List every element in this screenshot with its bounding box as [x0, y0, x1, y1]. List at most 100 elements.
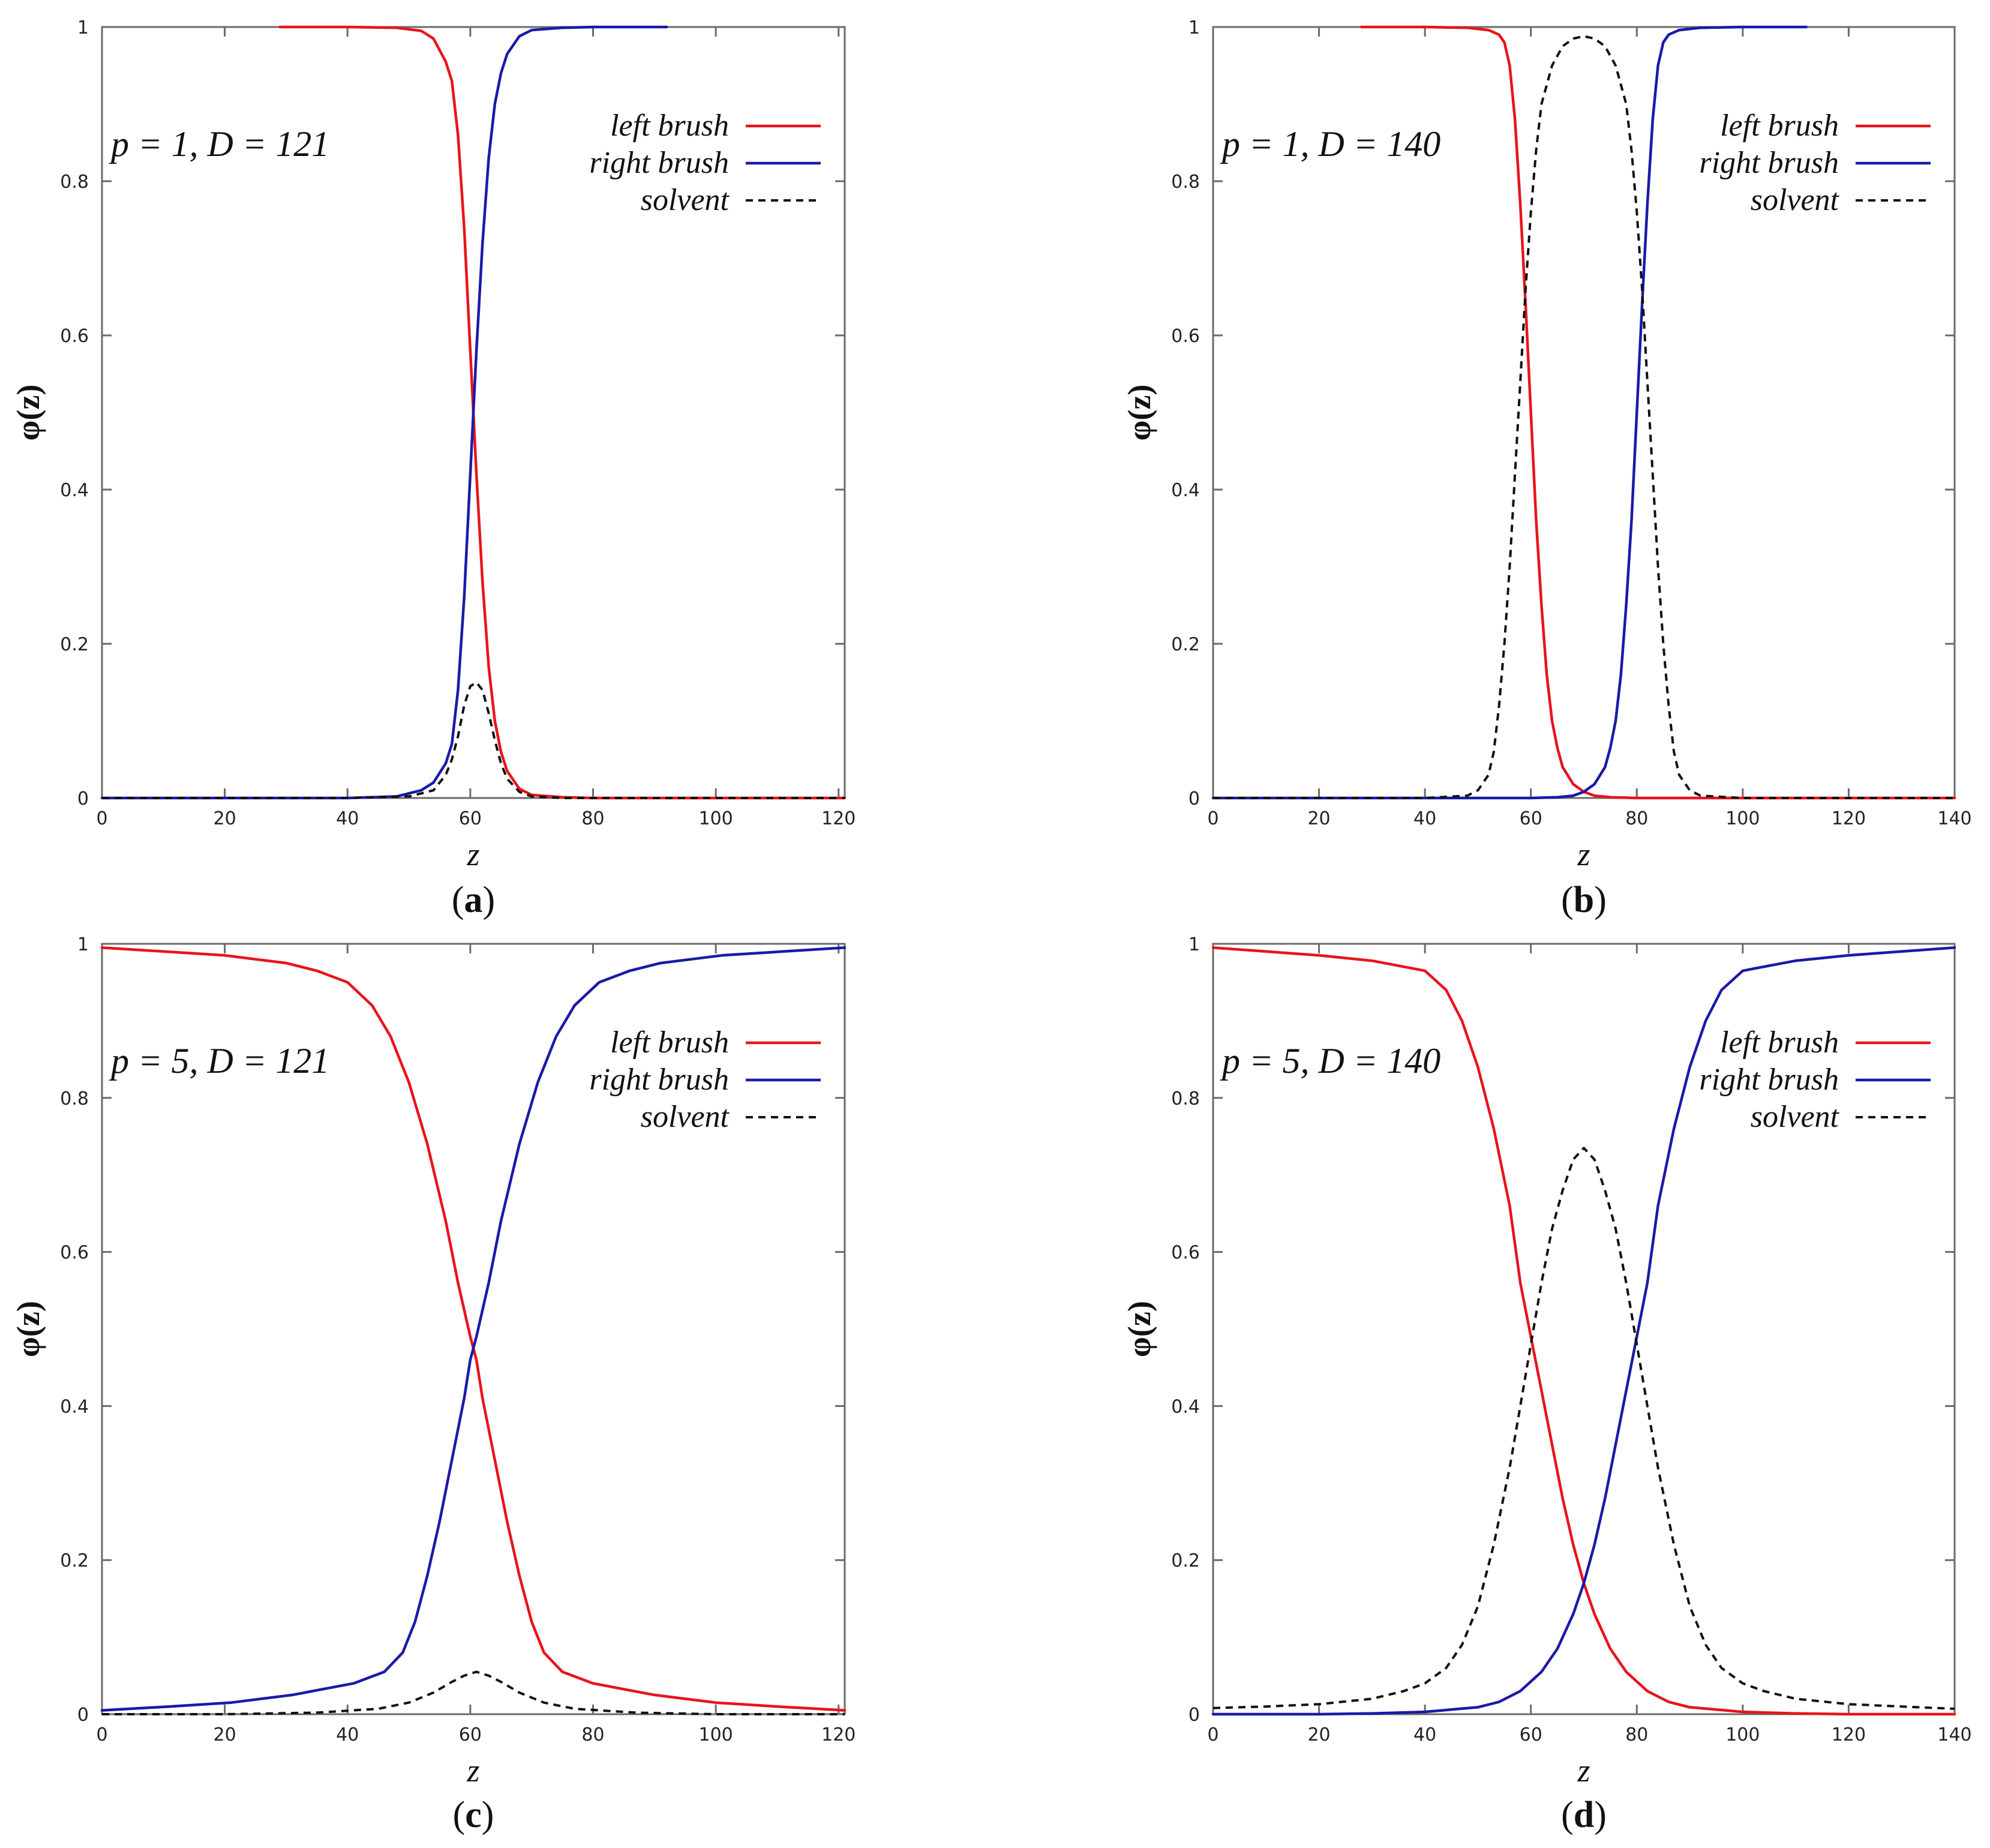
- y-tick-label: 0.4: [1171, 1396, 1200, 1417]
- y-axis-label: φ(z): [1121, 1301, 1157, 1357]
- plot-frame: [1212, 943, 1956, 1715]
- x-tick-label: 80: [581, 808, 604, 829]
- panel-d: 0 20 40 60 80 100 120 140 0 0.2 0.4 0.6 0.8 1 z φ(z) p =…: [1121, 934, 1972, 1835]
- y-tick-label: 0.2: [1171, 634, 1200, 655]
- x-tick-label: 100: [699, 808, 733, 829]
- y-tick-label: 0.4: [60, 480, 89, 501]
- y-tick-label: 0.4: [1171, 480, 1200, 501]
- series-line-solvent: [1212, 1147, 1955, 1710]
- legend-label: right brush: [589, 146, 729, 180]
- x-tick-label: 20: [214, 1724, 236, 1745]
- y-tick-label: 0.6: [60, 326, 89, 347]
- panel-annotation: p = 1, D = 140: [1220, 124, 1440, 164]
- x-tick-label: 120: [821, 808, 856, 829]
- x-tick-label: 60: [459, 1724, 482, 1745]
- panel-annotation: p = 1, D = 121: [109, 124, 329, 164]
- x-tick-label: 80: [581, 1724, 604, 1745]
- y-tick-label: 0: [1188, 1705, 1200, 1726]
- legend-label: solvent: [1751, 1100, 1840, 1134]
- x-tick-label: 20: [214, 808, 236, 829]
- x-tick-label: 100: [1725, 808, 1760, 829]
- x-tick-label: 100: [1725, 1724, 1760, 1745]
- x-tick-label: 0: [1207, 808, 1218, 829]
- panel-letter: d: [1574, 1795, 1594, 1835]
- y-tick-label: 0.8: [1171, 172, 1200, 193]
- x-axis-label: z: [466, 1753, 479, 1789]
- series-line-right-brush: [1211, 25, 1808, 800]
- series-line-right-brush: [100, 946, 847, 1712]
- panel-a: 0 20 40 60 80 100 120 0 0.2 0.4 0.6 0.8 1 z φ(z) p = 1,…: [10, 17, 856, 920]
- panel-b: 0 20 40 60 80 100 120 140 0 0.2 0.4 0.6 0.8 1 z φ(z) p =…: [1121, 17, 1972, 920]
- series-line-left-brush: [1211, 946, 1956, 1716]
- plot-frame: [101, 26, 846, 799]
- x-tick-label: 80: [1625, 1724, 1648, 1745]
- y-axis-label: φ(z): [10, 1301, 46, 1357]
- legend-label: right brush: [1699, 1063, 1839, 1097]
- y-tick-label: 1: [1188, 934, 1200, 955]
- panel-letter: b: [1574, 880, 1594, 920]
- y-axis-label: φ(z): [1121, 385, 1157, 441]
- y-tick-label: 0: [77, 1705, 89, 1726]
- y-axis-label: φ(z): [10, 385, 46, 441]
- series-line-left-brush: [1359, 25, 1956, 800]
- plot-frame: [1212, 26, 1956, 799]
- x-tick-label: 40: [1413, 808, 1436, 829]
- panel-letter: a: [464, 880, 483, 920]
- x-tick-label: 120: [1832, 808, 1866, 829]
- x-tick-label: 120: [821, 1724, 856, 1745]
- y-tick-label: 0.8: [60, 1088, 89, 1109]
- panel-c: 0 20 40 60 80 100 120 0 0.2 0.4 0.6 0.8 1 z φ(z) p = 5,…: [10, 934, 856, 1835]
- y-tick-label: 0: [1188, 788, 1200, 809]
- y-tick-label: 0.6: [1171, 326, 1200, 347]
- x-tick-label: 20: [1307, 1724, 1330, 1745]
- panel-label: (b): [1561, 880, 1607, 920]
- x-tick-label: 0: [96, 808, 107, 829]
- legend-label: solvent: [641, 183, 730, 217]
- y-tick-label: 0.2: [60, 634, 89, 655]
- series-line-right-brush: [100, 25, 668, 800]
- y-tick-label: 1: [77, 17, 89, 38]
- panel-annotation: p = 5, D = 140: [1220, 1041, 1440, 1081]
- x-tick-label: 20: [1307, 808, 1330, 829]
- y-tick-label: 0.4: [60, 1396, 89, 1417]
- y-tick-label: 0.6: [1171, 1243, 1200, 1264]
- y-tick-label: 0.8: [60, 172, 89, 193]
- legend-label: left brush: [610, 1025, 729, 1060]
- y-tick-label: 0.2: [60, 1550, 89, 1571]
- series-line-right-brush: [1211, 946, 1956, 1716]
- series-line-solvent: [1213, 35, 1955, 799]
- legend-label: left brush: [1720, 1025, 1839, 1060]
- x-tick-label: 60: [1520, 1724, 1542, 1745]
- series-line-solvent: [102, 1670, 845, 1715]
- panel-label: (a): [452, 880, 495, 920]
- plot-frame: [101, 943, 846, 1715]
- x-tick-label: 140: [1937, 808, 1971, 829]
- y-tick-label: 0: [77, 788, 89, 809]
- x-tick-label: 40: [336, 1724, 359, 1745]
- y-tick-label: 0.8: [1171, 1088, 1200, 1109]
- x-tick-label: 0: [96, 1724, 107, 1745]
- x-axis-label: z: [466, 836, 479, 872]
- panel-label: (d): [1561, 1795, 1607, 1835]
- x-tick-label: 80: [1625, 808, 1648, 829]
- y-tick-label: 0.6: [60, 1243, 89, 1264]
- x-tick-label: 100: [699, 1724, 733, 1745]
- panel-letter: c: [465, 1795, 482, 1835]
- x-tick-label: 120: [1832, 1724, 1866, 1745]
- x-axis-label: z: [1577, 1753, 1590, 1789]
- panel-label: (c): [453, 1795, 494, 1835]
- series-line-left-brush: [278, 25, 847, 800]
- legend-label: left brush: [610, 109, 729, 143]
- x-tick-label: 140: [1937, 1724, 1971, 1745]
- x-tick-label: 0: [1207, 1724, 1218, 1745]
- y-tick-label: 0.2: [1171, 1550, 1200, 1571]
- x-tick-label: 40: [336, 808, 359, 829]
- legend-label: solvent: [641, 1100, 730, 1134]
- panel-annotation: p = 5, D = 121: [109, 1041, 329, 1081]
- legend-label: solvent: [1751, 183, 1840, 217]
- x-tick-label: 60: [1520, 808, 1542, 829]
- x-tick-label: 60: [459, 808, 482, 829]
- y-tick-label: 1: [1188, 17, 1200, 38]
- legend-label: right brush: [1699, 146, 1839, 180]
